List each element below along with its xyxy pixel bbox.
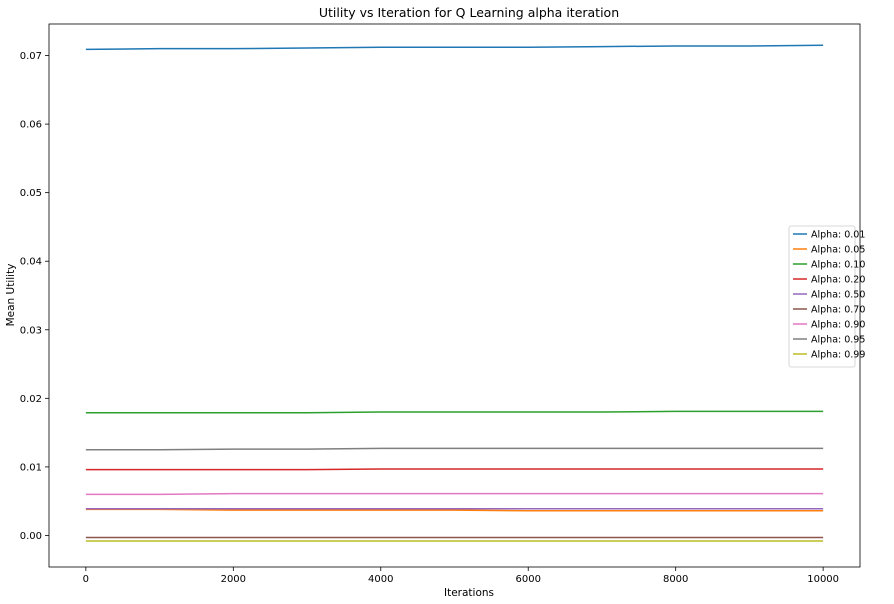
legend-entry: Alpha: 0.95: [811, 335, 865, 346]
legend-box: [788, 225, 856, 368]
series-lines: [85, 44, 824, 542]
y-tick-label: 0.01: [20, 462, 42, 473]
y-tick-label: 0.03: [20, 325, 42, 336]
legend: Alpha: 0.01 Alpha: 0.05 Alpha: 0.10 Alpha: …: [788, 225, 865, 368]
x-tick-label: 4000: [368, 574, 393, 585]
legend-entry: Alpha: 0.10: [811, 260, 865, 271]
y-tick-label: 0.04: [20, 257, 42, 268]
series-line-1: [85, 508, 824, 512]
legend-entry: Alpha: 0.99: [811, 350, 865, 361]
series-line-7: [85, 447, 824, 451]
x-axis-label: Iterations: [444, 587, 494, 599]
x-tick-label: 6000: [516, 574, 541, 585]
plot-area: [48, 23, 861, 568]
x-tick-label: 10000: [807, 574, 839, 585]
legend-entry: Alpha: 0.05: [811, 245, 865, 256]
legend-entry: Alpha: 0.70: [811, 305, 865, 316]
y-tick-label: 0.05: [20, 188, 42, 199]
y-axis-label: Mean Utility: [5, 264, 17, 327]
x-tick-label: 8000: [663, 574, 688, 585]
x-tick-label: 2000: [221, 574, 246, 585]
legend-entry: Alpha: 0.01: [811, 230, 865, 241]
series-line-2: [85, 410, 824, 414]
legend-entry: Alpha: 0.90: [811, 320, 865, 331]
series-line-3: [85, 468, 824, 471]
y-tick-label: 0.02: [20, 394, 42, 405]
x-tick-label: 0: [83, 574, 89, 585]
y-tick-label: 0.06: [20, 120, 42, 131]
legend-entry: Alpha: 0.20: [811, 275, 865, 286]
legend-entry: Alpha: 0.50: [811, 290, 865, 301]
chart-title: Utility vs Iteration for Q Learning alph…: [319, 5, 619, 20]
y-tick-label: 0.00: [20, 531, 42, 542]
x-axis: 0 2000 4000 6000 8000 10000: [83, 567, 839, 585]
series-line-6: [85, 492, 824, 496]
y-tick-label: 0.07: [20, 51, 42, 62]
y-axis: 0.00 0.01 0.02 0.03 0.04 0.05 0.06 0.07: [20, 51, 49, 542]
series-line-0: [85, 44, 824, 51]
